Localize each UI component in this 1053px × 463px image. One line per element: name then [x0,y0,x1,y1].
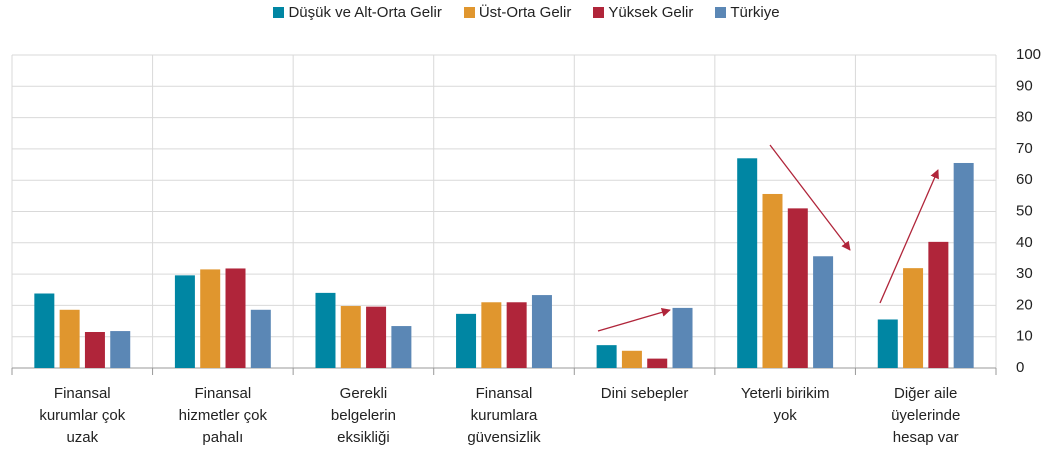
bar [200,269,221,368]
legend-label: Düşük ve Alt-Orta Gelir [288,4,442,21]
x-tick-label-line: belgelerin [330,407,396,424]
bar [813,256,834,368]
bar [953,162,974,368]
bar [84,332,105,368]
annotation-arrow [879,169,939,304]
x-tick-label-line: Yeterli birikim [740,385,830,402]
bar [225,268,246,368]
legend-swatch [463,7,475,18]
x-tick-label: Gerekli belgelerin eksikliği [293,383,433,449]
x-tick-label-line: hesap var [892,429,959,446]
bar [366,306,387,368]
bar [506,302,527,368]
bar [456,313,477,368]
legend-item: Yüksek Gelir [593,4,693,21]
bar [647,358,668,368]
y-tick-label: 80 [1016,109,1033,126]
x-tick-label: Finansal kurumlar çok uzak [12,383,152,449]
bar [59,309,80,368]
x-tick-label-line: güvensizlik [467,429,541,446]
grid [11,54,997,368]
bar [174,275,195,368]
y-tick-label: 70 [1016,140,1033,157]
x-tick-label-line: Gerekli [339,385,388,402]
annotation-arrow [597,307,671,332]
bar [481,302,502,368]
bar [737,158,758,368]
bar [762,193,783,368]
legend-label: Üst-Orta Gelir [478,4,572,21]
legend-swatch [715,7,727,18]
bar [531,295,552,368]
x-tick-label-line: Finansal [475,385,533,402]
x-tick-label-line: kurumlar çok [39,407,126,424]
bar [596,345,617,368]
x-tick-label-line: Finansal [53,385,111,402]
bar [340,306,361,368]
x-tick-label-line: kurumlara [470,407,538,424]
legend-label: Türkiye [730,4,780,21]
y-tick-label: 60 [1016,171,1033,188]
x-tick-label-line: yok [773,407,797,424]
x-tick-label-line: hizmetler çok [178,407,268,424]
x-tick-label: Yeterli birikim yok [715,383,855,427]
bar [250,309,271,368]
legend-swatch [273,7,285,18]
bar [34,293,55,368]
x-tick-label-line: eksikliği [337,429,390,446]
bar [928,241,949,368]
legend: Düşük ve Alt-Orta Gelir Üst-Orta Gelir Yük… [0,4,1053,21]
x-tick-label: Dini sebepler [575,383,715,405]
legend-item: Türkiye [715,4,780,21]
x-tick-label-line: üyelerinde [891,407,961,424]
bar [391,326,412,368]
legend-item: Düşük ve Alt-Orta Gelir [273,4,442,21]
y-tick-label: 30 [1016,265,1033,282]
bar [787,208,808,368]
legend-label: Yüksek Gelir [608,4,694,21]
x-tick-label-line: Finansal [194,385,252,402]
x-tick-label-line: pahalı [202,429,244,446]
y-tick-label: 20 [1016,296,1033,313]
y-tick-label: 50 [1016,202,1033,219]
y-tick-label: 100 [1016,46,1041,63]
legend-item: Üst-Orta Gelir [463,4,572,21]
x-tick-label-line: Dini sebepler [600,385,689,402]
bar [877,319,898,368]
x-tick-label-line: Diğer aile [894,385,958,402]
bar [903,268,924,368]
x-tick-label: Finansal kurumlara güvensizlik [434,383,574,449]
x-tick-label: Diğer aile üyelerinde hesap var [856,383,996,449]
legend-swatch [593,7,605,18]
x-tick-label-line: uzak [66,429,99,446]
y-tick-label: 40 [1016,234,1033,251]
bar [315,292,336,368]
y-tick-label: 90 [1016,77,1033,94]
x-tick-label: Finansal hizmetler çok pahalı [153,383,293,449]
y-tick-label: 0 [1016,359,1024,376]
y-tick-label: 10 [1016,328,1033,345]
annotation-arrow [769,144,851,251]
bar [110,331,131,368]
bar [621,350,642,368]
bar [672,307,693,368]
